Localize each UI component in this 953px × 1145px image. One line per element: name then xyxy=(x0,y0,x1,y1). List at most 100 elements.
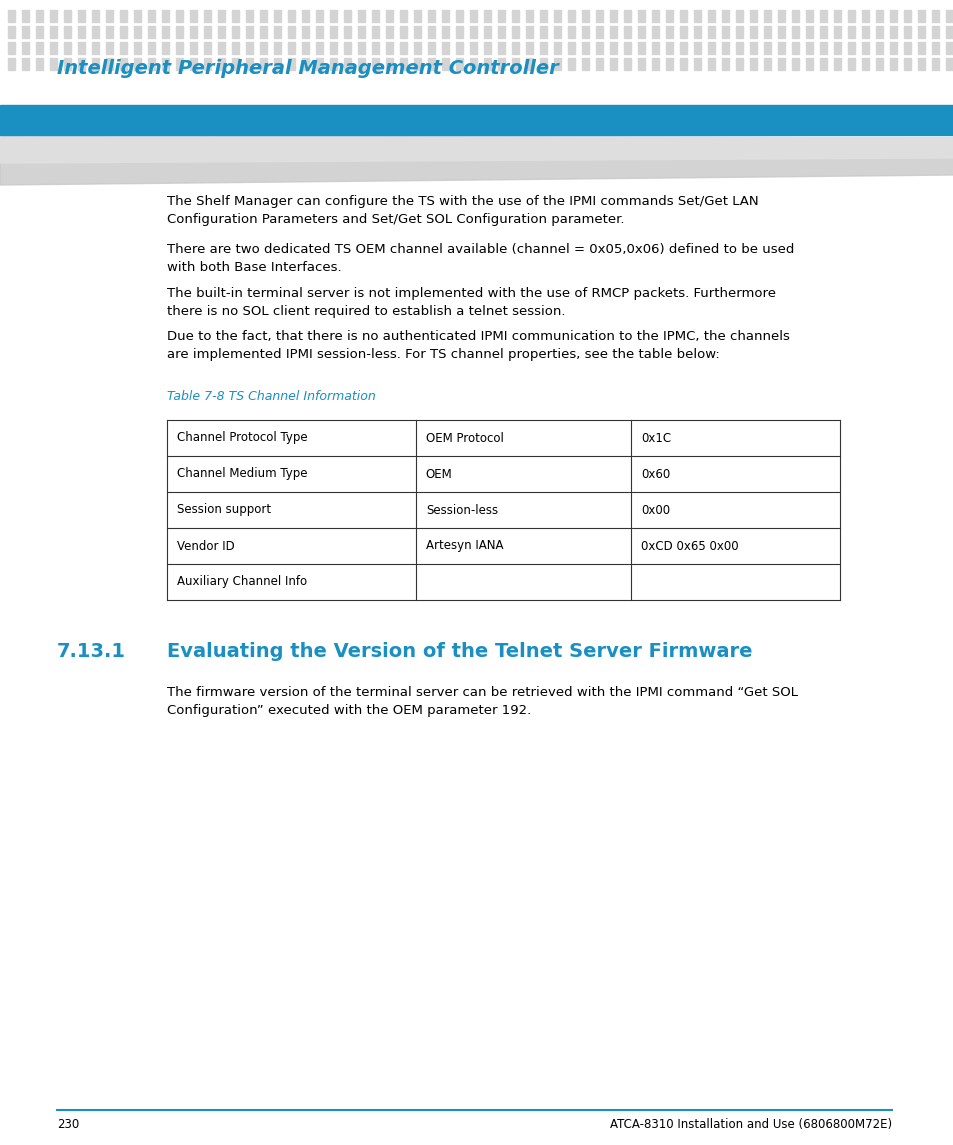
Bar xyxy=(344,58,351,70)
Bar xyxy=(64,10,71,22)
Polygon shape xyxy=(0,136,953,163)
Bar xyxy=(386,58,393,70)
Bar xyxy=(596,42,602,54)
Bar xyxy=(91,58,99,70)
Bar xyxy=(917,26,924,38)
Bar xyxy=(36,58,43,70)
Bar xyxy=(554,10,560,22)
Bar xyxy=(399,58,407,70)
Bar xyxy=(567,42,575,54)
Bar xyxy=(497,42,504,54)
Bar xyxy=(428,42,435,54)
Bar xyxy=(344,42,351,54)
Bar xyxy=(133,58,141,70)
Bar xyxy=(470,10,476,22)
Bar xyxy=(567,26,575,38)
Text: The firmware version of the terminal server can be retrieved with the IPMI comma: The firmware version of the terminal ser… xyxy=(167,686,797,717)
Bar xyxy=(805,58,812,70)
Bar xyxy=(623,26,630,38)
Bar xyxy=(260,10,267,22)
Bar xyxy=(820,10,826,22)
Bar xyxy=(903,42,910,54)
Bar xyxy=(148,26,154,38)
Bar xyxy=(483,42,491,54)
Text: OEM Protocol: OEM Protocol xyxy=(425,432,503,444)
Bar xyxy=(903,58,910,70)
Bar xyxy=(749,26,757,38)
Text: Table 7-8 TS Channel Information: Table 7-8 TS Channel Information xyxy=(167,390,375,403)
Bar xyxy=(791,10,799,22)
Bar xyxy=(721,26,728,38)
Bar xyxy=(567,10,575,22)
Text: Auxiliary Channel Info: Auxiliary Channel Info xyxy=(176,576,307,589)
Bar xyxy=(567,58,575,70)
Bar xyxy=(903,10,910,22)
Bar xyxy=(162,26,169,38)
Bar xyxy=(623,42,630,54)
Bar xyxy=(931,26,938,38)
Bar xyxy=(175,42,183,54)
Bar xyxy=(735,10,742,22)
Bar xyxy=(638,10,644,22)
Bar xyxy=(525,42,533,54)
Bar xyxy=(721,10,728,22)
Bar xyxy=(64,42,71,54)
Bar xyxy=(847,58,854,70)
Bar xyxy=(820,26,826,38)
Bar xyxy=(274,26,281,38)
Bar xyxy=(0,105,953,135)
Bar xyxy=(609,58,617,70)
Bar xyxy=(175,10,183,22)
Text: 0x00: 0x00 xyxy=(640,504,669,516)
Bar xyxy=(735,58,742,70)
Bar xyxy=(288,26,294,38)
Bar xyxy=(148,10,154,22)
Bar xyxy=(651,26,659,38)
Bar xyxy=(204,42,211,54)
Bar xyxy=(889,26,896,38)
Bar xyxy=(497,58,504,70)
Bar xyxy=(945,10,952,22)
Bar xyxy=(847,42,854,54)
Bar xyxy=(315,10,323,22)
Bar xyxy=(651,42,659,54)
Bar xyxy=(805,26,812,38)
Bar xyxy=(8,10,15,22)
Bar xyxy=(833,26,841,38)
Bar xyxy=(372,10,378,22)
Bar xyxy=(805,10,812,22)
Bar xyxy=(917,10,924,22)
Bar xyxy=(512,26,518,38)
Bar xyxy=(441,42,449,54)
Bar xyxy=(106,26,112,38)
Bar xyxy=(106,42,112,54)
Bar xyxy=(8,42,15,54)
Bar xyxy=(162,58,169,70)
Bar xyxy=(232,42,239,54)
Bar xyxy=(106,10,112,22)
Bar xyxy=(763,10,770,22)
Bar xyxy=(344,26,351,38)
Text: Session support: Session support xyxy=(176,504,271,516)
Bar xyxy=(78,10,85,22)
Bar xyxy=(386,10,393,22)
Bar xyxy=(330,26,336,38)
Text: The Shelf Manager can configure the TS with the use of the IPMI commands Set/Get: The Shelf Manager can configure the TS w… xyxy=(167,195,758,226)
Bar xyxy=(218,26,225,38)
Bar xyxy=(512,42,518,54)
Bar xyxy=(8,58,15,70)
Bar xyxy=(50,10,57,22)
Bar xyxy=(875,58,882,70)
Bar xyxy=(917,42,924,54)
Bar xyxy=(456,42,462,54)
Bar xyxy=(204,10,211,22)
Polygon shape xyxy=(0,136,953,185)
Bar xyxy=(414,26,420,38)
Bar xyxy=(190,10,196,22)
Text: Artesyn IANA: Artesyn IANA xyxy=(425,539,503,553)
Bar xyxy=(679,58,686,70)
Bar xyxy=(344,10,351,22)
Bar xyxy=(875,10,882,22)
Text: There are two dedicated TS OEM channel available (channel = 0x05,0x06) defined t: There are two dedicated TS OEM channel a… xyxy=(167,243,794,274)
Bar xyxy=(148,42,154,54)
